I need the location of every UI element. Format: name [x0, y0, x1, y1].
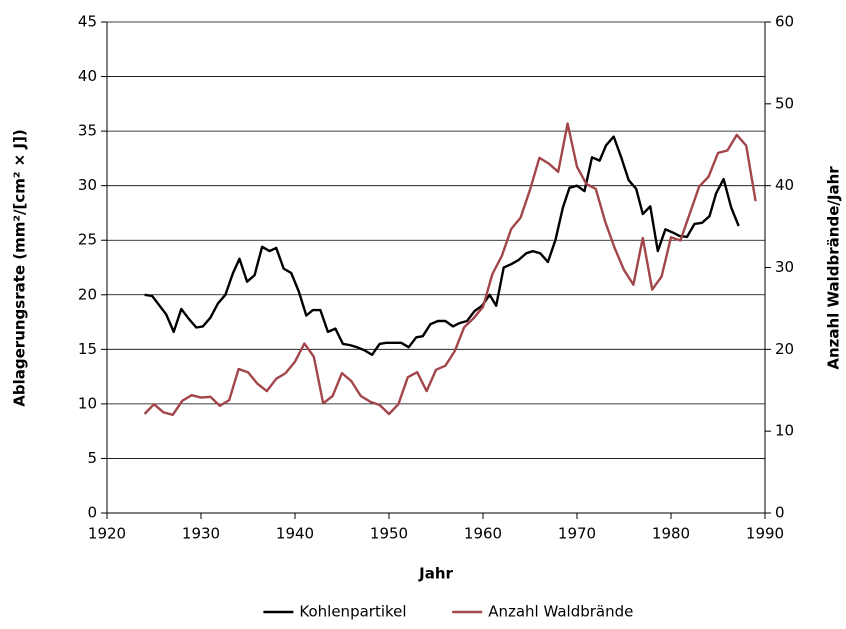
x-tick-label: 1980 — [652, 525, 690, 543]
y-tick-label: 15 — [78, 340, 97, 358]
y-tick-label: 30 — [78, 176, 97, 194]
y-tick-label: 25 — [78, 231, 97, 249]
y-tick-label: 20 — [78, 285, 97, 303]
x-tick-label: 1990 — [746, 525, 784, 543]
y-tick-label: 40 — [78, 67, 97, 85]
x-tick-label: 1970 — [558, 525, 596, 543]
line-series — [143, 122, 757, 416]
y2-axis-title: Anzahl Waldbrände/Jahr — [825, 166, 843, 370]
x-tick-label: 1950 — [370, 525, 408, 543]
x-axis-title: Jahr — [418, 565, 453, 583]
y-axis-title: Ablagerungsrate (mm²/[cm² × J]) — [11, 129, 29, 406]
y2-tick-label: 20 — [775, 340, 794, 358]
y2-tick-label: 30 — [775, 258, 794, 276]
legend-label: Kohlenpartikel — [299, 603, 406, 621]
x-tick-label: 1960 — [464, 525, 502, 543]
y-tick-label: 10 — [78, 394, 97, 412]
y2-tick-label: 10 — [775, 422, 794, 440]
y-tick-label: 0 — [87, 504, 97, 522]
y2-tick-label: 50 — [775, 94, 794, 112]
y2-tick-label: 60 — [775, 13, 794, 31]
x-tick-label: 1930 — [182, 525, 220, 543]
y-tick-label: 45 — [78, 13, 97, 31]
x-tick-label: 1940 — [276, 525, 314, 543]
y-tick-label: 5 — [87, 449, 97, 467]
x-tick-label: 1920 — [88, 525, 126, 543]
y2-tick-label: 40 — [775, 176, 794, 194]
legend-label: Anzahl Waldbrände — [488, 603, 633, 621]
y2-tick-label: 0 — [775, 504, 785, 522]
y-tick-label: 35 — [78, 122, 97, 140]
line-series — [144, 135, 740, 356]
